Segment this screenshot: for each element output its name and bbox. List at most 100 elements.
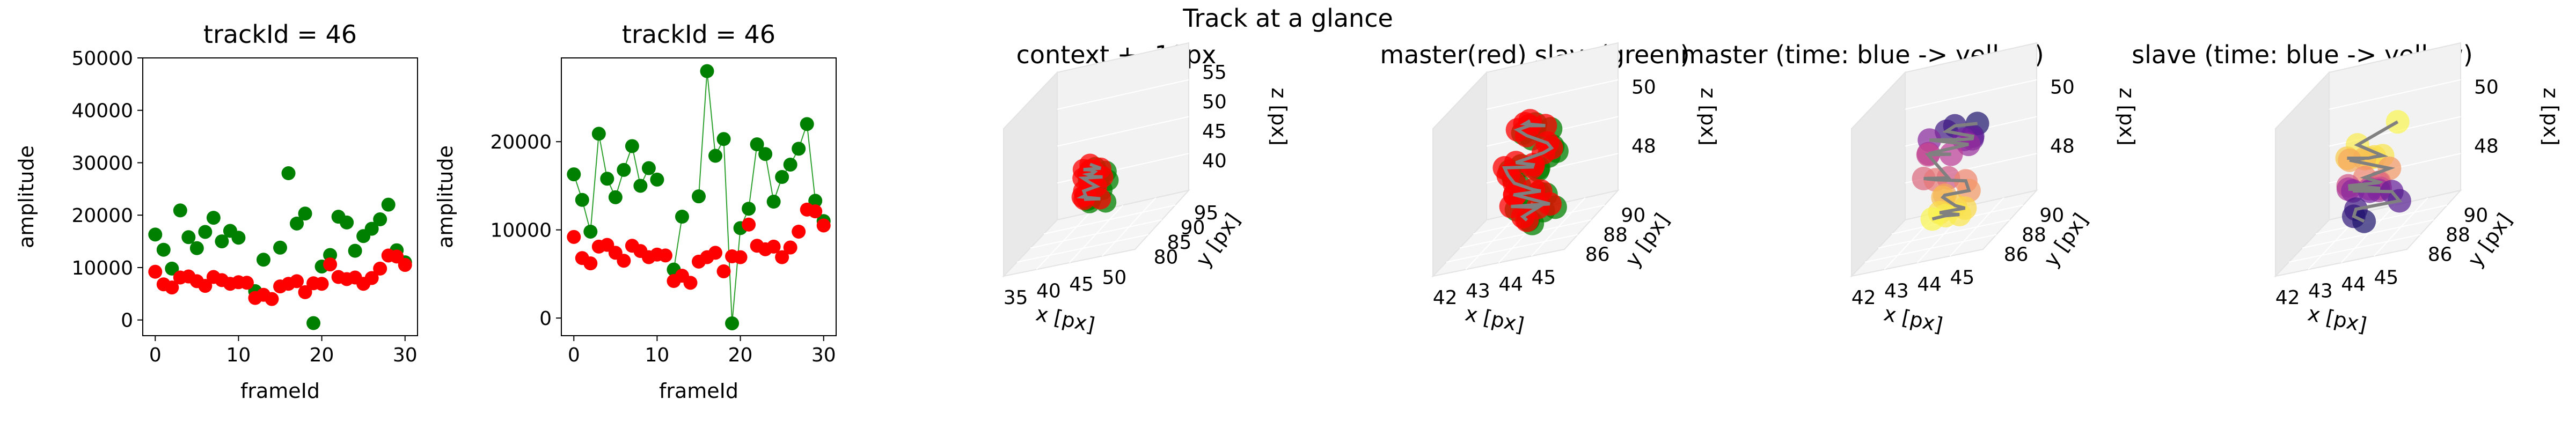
slave-point — [750, 137, 764, 152]
3d-x-tick-label: 50 — [1102, 267, 1126, 289]
3d-z-tick-label: 50 — [1631, 77, 1656, 99]
slave-point — [692, 189, 706, 204]
3d-y-tick-label: 86 — [2004, 244, 2029, 266]
master-point — [816, 218, 831, 233]
3d-y-tick-label: 88 — [2446, 224, 2470, 246]
3d-grid-line — [1057, 116, 1189, 147]
3d-grid-line — [1043, 204, 1176, 235]
3d-grid-line — [1878, 219, 2010, 249]
3d-z-axis-label: z [px] — [1267, 87, 1291, 145]
slave-point — [783, 157, 797, 172]
master-point — [792, 224, 806, 239]
slave-point — [625, 139, 639, 153]
chart-1-data-marks — [148, 166, 412, 330]
slave-point — [775, 170, 789, 184]
slave-point — [617, 162, 631, 177]
master-point — [165, 280, 179, 295]
slave-point — [800, 117, 814, 131]
slave-point — [725, 316, 740, 330]
master-point — [567, 230, 581, 244]
x-tick-label: 10 — [645, 344, 670, 366]
3d-x-tick-label: 45 — [1531, 267, 1556, 289]
3d-z-tick-label: 40 — [1202, 150, 1227, 172]
master-point — [775, 250, 789, 264]
slave-point — [575, 193, 589, 207]
3d-y-tick-label: 88 — [1603, 224, 1628, 246]
chart-2-y-axis-label: amplitude — [434, 145, 457, 248]
3d-z-tick-label: 55 — [1202, 62, 1227, 84]
chart-1-title: trackId = 46 — [203, 20, 357, 49]
3d-x-tick-label: 44 — [2341, 273, 2366, 295]
3d-z-tick-label: 48 — [2474, 136, 2499, 158]
3d-y-tick-label: 90 — [1181, 217, 1205, 239]
slave-point — [290, 216, 304, 231]
slave-point — [298, 206, 312, 221]
3d-z-axis-label: z [px] — [1696, 87, 1720, 145]
x-tick-label: 0 — [149, 344, 162, 366]
3d-y-tick-label: 90 — [2039, 204, 2064, 226]
slave-point — [206, 211, 221, 225]
slave-point — [742, 202, 756, 216]
y-tick-label: 20000 — [71, 205, 133, 227]
y-tick-label: 0 — [539, 308, 552, 330]
amplitude-chart-2: trackId = 46 0 10 20 30 0 10000 20000 frameId… — [434, 20, 837, 403]
3d-track-line — [1076, 162, 1103, 201]
slave-point — [675, 210, 689, 224]
master-point — [290, 274, 304, 289]
3d-y-tick-label: 90 — [2463, 204, 2488, 226]
3d-track-line — [1502, 119, 1554, 222]
3d-x-tick-label: 35 — [1004, 287, 1028, 309]
slave-point — [700, 64, 714, 78]
slave-point — [348, 243, 362, 258]
slave-point — [281, 166, 296, 181]
master-point — [808, 204, 823, 219]
3d-z-tick-label: 48 — [2050, 136, 2075, 158]
x-tick-label: 10 — [226, 344, 251, 366]
slave-point — [215, 234, 229, 249]
3d-grid-line — [1459, 219, 1592, 249]
slave-point — [567, 167, 581, 182]
slave-point — [148, 227, 163, 242]
3d-grid-line — [1057, 79, 1189, 110]
slave-point — [381, 197, 396, 212]
3d-master-point — [1515, 208, 1539, 232]
3d-z-tick-label: 50 — [1202, 91, 1227, 113]
amplitude-chart-1: trackId = 46 0 10 20 30 0 10000 20000 30000 400… — [14, 20, 418, 403]
master-point — [783, 240, 797, 255]
3d-y-tick-label: 86 — [2428, 244, 2453, 266]
y-tick-label: 10000 — [490, 220, 552, 242]
slave-point — [591, 127, 606, 141]
3d-z-tick-label: 45 — [1202, 121, 1227, 143]
3d-grid-line — [2329, 79, 2461, 110]
3d-track-line — [2347, 120, 2403, 223]
slave-point — [198, 225, 213, 239]
3d-x-tick-label: 45 — [1950, 267, 1974, 289]
chart-2-x-axis-label: frameId — [659, 379, 738, 403]
3d-grid-line — [1030, 219, 1162, 249]
3d-grid-line — [2302, 219, 2434, 249]
x-tick-label: 30 — [811, 344, 836, 366]
3d-panel-master-slave: master(red) slave(green)42 43 44 4586889048… — [1380, 40, 1720, 337]
slave-point — [716, 132, 731, 146]
slave-point — [708, 149, 723, 163]
master-point — [708, 246, 723, 260]
slave-point — [256, 253, 270, 267]
3d-z-axis-label: z [px] — [2115, 87, 2139, 145]
master-point — [683, 276, 698, 290]
slave-point — [340, 215, 354, 230]
slave-point — [306, 316, 321, 330]
chart-2-axes-frame — [561, 57, 837, 336]
slave-point — [231, 231, 246, 245]
3d-y-tick-label: 85 — [1167, 232, 1192, 254]
3d-x-tick-label: 42 — [2275, 287, 2300, 309]
figure-suptitle: Track at a glance — [1182, 4, 1393, 33]
chart-2-y-ticks: 0 10000 20000 — [490, 131, 561, 330]
chart-1-x-axis-label: frameId — [240, 379, 320, 403]
slave-point — [633, 179, 648, 193]
slave-point — [373, 212, 387, 227]
x-tick-label: 0 — [568, 344, 580, 366]
master-point — [658, 248, 672, 263]
x-tick-label: 30 — [393, 344, 418, 366]
master-point — [373, 261, 387, 276]
